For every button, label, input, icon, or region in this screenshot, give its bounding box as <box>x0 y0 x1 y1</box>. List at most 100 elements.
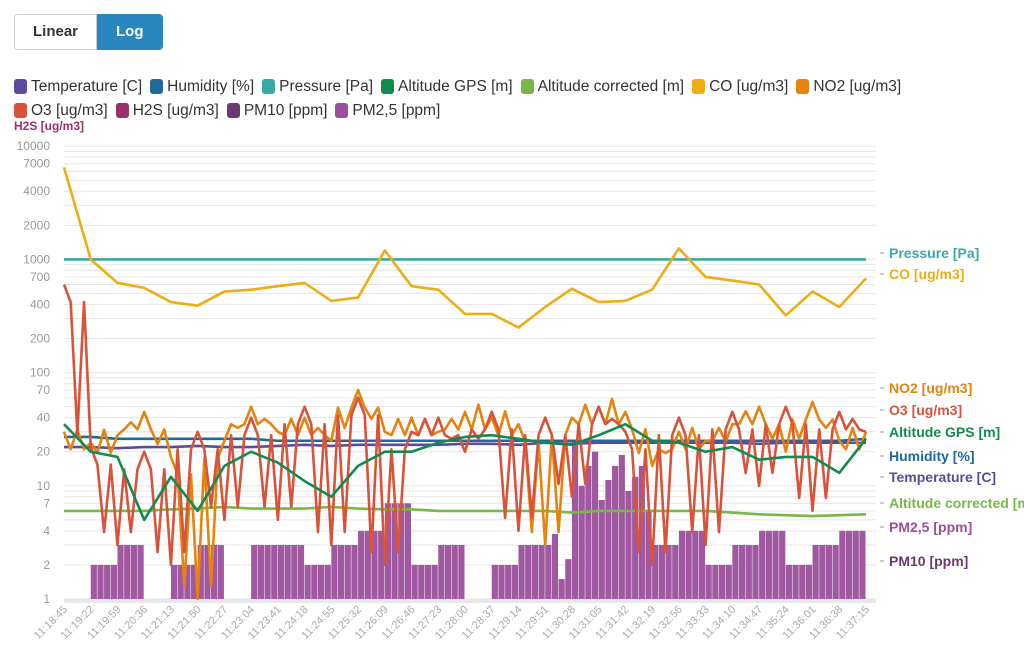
pm-bar <box>605 480 612 599</box>
legend-swatch <box>150 79 164 94</box>
pm-bar <box>90 564 97 599</box>
legend-item[interactable]: Pressure [Pa] <box>262 76 373 97</box>
pm-bar <box>792 564 799 599</box>
pm-bar <box>672 544 679 599</box>
pm-bar <box>638 465 645 599</box>
pm-bar <box>665 544 672 599</box>
pm-bar <box>759 530 766 599</box>
pm-bar <box>511 564 518 599</box>
legend-swatch <box>796 79 810 94</box>
legend-item[interactable]: Humidity [%] <box>150 76 254 97</box>
legend-label: Altitude GPS [m] <box>398 78 513 95</box>
legend-label: NO2 [ug/m3] <box>813 78 902 95</box>
y-tick-label: 40 <box>37 411 51 425</box>
series-end-label: Pressure [Pa] <box>889 245 979 261</box>
series-line-co <box>62 167 867 329</box>
legend-item[interactable]: CO [ug/m3] <box>692 76 788 97</box>
pm-bar <box>712 564 719 599</box>
y-tick-label: 700 <box>30 270 50 284</box>
pm-bar <box>565 559 572 599</box>
pm-bar <box>852 530 859 599</box>
pm-bar <box>190 564 198 599</box>
log-button[interactable]: Log <box>97 14 163 50</box>
pm-bar <box>765 530 772 599</box>
legend-swatch <box>115 103 129 118</box>
pm-bar <box>779 530 786 599</box>
y-tick-label: 7000 <box>23 157 50 171</box>
legend-swatch <box>262 79 276 94</box>
legend-item[interactable]: Temperature [C] <box>14 76 142 97</box>
pm-bar <box>257 544 264 599</box>
pm-bar <box>124 544 131 599</box>
pm-bar <box>184 564 191 599</box>
pm-bar <box>839 530 846 599</box>
linear-button[interactable]: Linear <box>14 14 98 50</box>
pm-bar <box>277 544 285 599</box>
legend-label: Pressure [Pa] <box>279 78 374 95</box>
y-tick-label: 100 <box>30 366 50 380</box>
legend-swatch <box>692 79 706 94</box>
pm-bar <box>431 564 438 599</box>
series-end-label: NO2 [ug/m3] <box>889 380 972 396</box>
pm-bar <box>391 503 398 599</box>
legend-swatch <box>335 103 349 118</box>
pm-bar <box>264 544 271 599</box>
legend-label: CO [ug/m3] <box>709 78 789 95</box>
pm-bar <box>438 544 445 599</box>
pm-bar <box>685 530 692 599</box>
pm-bar <box>411 564 418 599</box>
pm-bar <box>505 564 512 599</box>
pm-bar <box>324 564 331 599</box>
legend: Temperature [C] Humidity [%] Pressure [Pa]… <box>14 76 1014 124</box>
pm-bar <box>271 544 278 599</box>
pm-bar <box>739 544 746 599</box>
pm-bar <box>545 544 552 599</box>
pm-bar <box>732 544 739 599</box>
pm-bar <box>805 564 813 599</box>
pm-bar <box>211 544 218 599</box>
pm-bar <box>358 530 365 599</box>
legend-item[interactable]: O3 [ug/m3] <box>14 100 108 121</box>
legend-swatch <box>226 103 240 118</box>
pm-bar <box>772 530 779 599</box>
series-line-o3 <box>62 284 867 567</box>
y-tick-label: 1000 <box>23 252 50 266</box>
y-tick-label: 20 <box>37 445 51 459</box>
pm-bar <box>317 564 325 599</box>
pm-bar <box>110 564 117 599</box>
pm-bar <box>859 530 866 599</box>
pm-bar <box>291 544 298 599</box>
pm-bar <box>104 564 111 599</box>
pm-bar <box>458 544 465 599</box>
pm-bar <box>284 544 291 599</box>
legend-item[interactable]: H2S [ug/m3] <box>115 100 219 121</box>
y-tick-label: 200 <box>30 332 50 346</box>
legend-label: Altitude corrected [m] <box>537 78 685 95</box>
y-axis-title: H2S [ug/m3] <box>14 119 84 133</box>
y-tick-label: 1 <box>43 592 50 606</box>
legend-item[interactable]: Altitude corrected [m] <box>520 76 685 97</box>
series-end-label: CO [ug/m3] <box>889 266 964 282</box>
y-tick-label: 400 <box>30 297 50 311</box>
series-end-label: O3 [ug/m3] <box>889 402 962 418</box>
pm-bar <box>117 544 124 599</box>
series-end-label: Altitude GPS [m] <box>889 424 1000 440</box>
series-line-no2 <box>62 388 868 601</box>
pm-bar <box>311 564 318 599</box>
series-line-altitude <box>64 505 867 518</box>
legend-item[interactable]: Altitude GPS [m] <box>381 76 513 97</box>
legend-item[interactable]: PM2,5 [ppm] <box>335 100 440 121</box>
pm-bar <box>578 485 585 599</box>
y-tick-label: 4000 <box>23 184 50 198</box>
legend-item[interactable]: NO2 [ug/m3] <box>796 76 901 97</box>
pm-bar <box>217 544 224 599</box>
y-tick-label: 70 <box>37 383 51 397</box>
legend-label: PM10 [ppm] <box>243 102 328 119</box>
pm-bar <box>785 564 792 599</box>
pm-bar <box>364 530 371 599</box>
pm-bar <box>645 510 652 599</box>
pm-bar <box>304 564 311 599</box>
legend-item[interactable]: PM10 [ppm] <box>226 100 328 121</box>
pm-bar <box>338 544 345 599</box>
series-end-label: PM2,5 [ppm] <box>889 519 972 535</box>
